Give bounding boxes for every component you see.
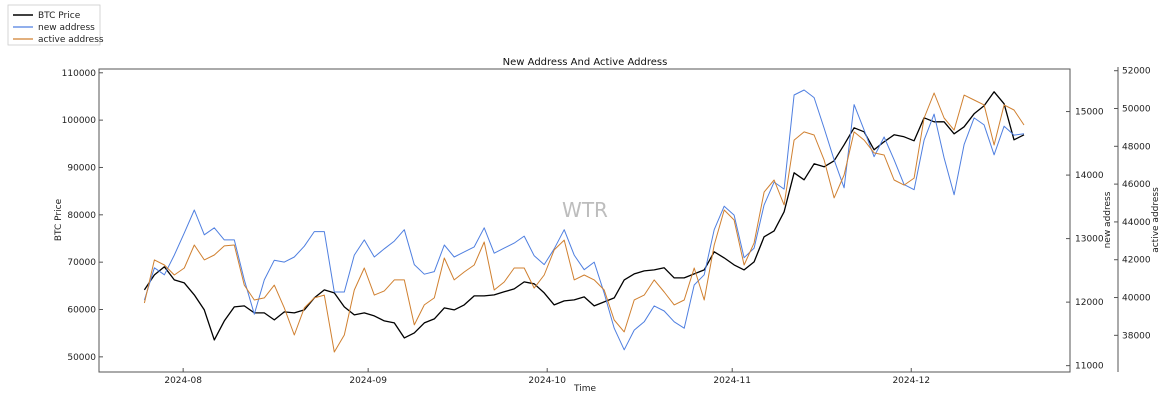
btc-y-tick-label: 70000 <box>67 258 96 268</box>
chart-title: New Address And Active Address <box>503 57 668 68</box>
btc-y-tick-label: 110000 <box>62 69 97 79</box>
active-y-tick-label: 44000 <box>1122 218 1151 228</box>
series-lines <box>143 89 1025 353</box>
btc-y-tick-label: 50000 <box>67 353 96 363</box>
new-y-tick-label: 12000 <box>1075 298 1104 308</box>
new-y-tick-label: 14000 <box>1075 171 1104 181</box>
x-tick-label: 2024-10 <box>528 376 566 386</box>
legend-label: active address <box>38 35 104 45</box>
btc-y-tick-label: 80000 <box>67 211 96 221</box>
active-y-tick-label: 50000 <box>1122 105 1151 115</box>
series-line-active-address <box>143 92 1025 353</box>
btc-y-tick-label: 100000 <box>62 116 97 126</box>
active-y-tick-label: 48000 <box>1122 142 1151 152</box>
active-y-tick-label: 52000 <box>1122 67 1151 77</box>
legend-label: new address <box>38 23 95 33</box>
watermark: WTR <box>562 198 608 222</box>
legend-box <box>7 4 101 46</box>
active-y-tick-label: 40000 <box>1122 294 1151 304</box>
new-y-tick-label: 13000 <box>1075 235 1104 245</box>
y-axis-label-btc: BTC Price <box>54 198 64 241</box>
btc-y-tick-label: 90000 <box>67 163 96 173</box>
btc-y-tick-label: 60000 <box>67 306 96 316</box>
active-y-tick-label: 42000 <box>1122 256 1151 266</box>
new-y-tick-label: 11000 <box>1075 362 1104 372</box>
y-axis-label-active: active address <box>1151 187 1161 253</box>
x-tick-label: 2024-08 <box>164 376 202 386</box>
x-axis-label: Time <box>573 384 596 394</box>
active-y-tick-label: 46000 <box>1122 180 1151 190</box>
x-tick-label: 2024-11 <box>713 376 751 386</box>
plot-frame <box>98 68 1071 373</box>
y-axis-label-new: new address <box>1103 191 1113 248</box>
legend-label: BTC Price <box>38 11 81 21</box>
series-line-new-address <box>143 89 1025 351</box>
legend: BTC Price new address active address <box>7 4 104 46</box>
new-y-tick-label: 15000 <box>1075 108 1104 118</box>
axis-ticks: 2024-08 2024-09 2024-10 2024-11 2024-12 50000… <box>62 67 1151 386</box>
series-line-btc-price <box>143 91 1025 341</box>
x-tick-label: 2024-12 <box>892 376 930 386</box>
x-tick-label: 2024-09 <box>349 376 387 386</box>
active-y-tick-label: 38000 <box>1122 331 1151 341</box>
